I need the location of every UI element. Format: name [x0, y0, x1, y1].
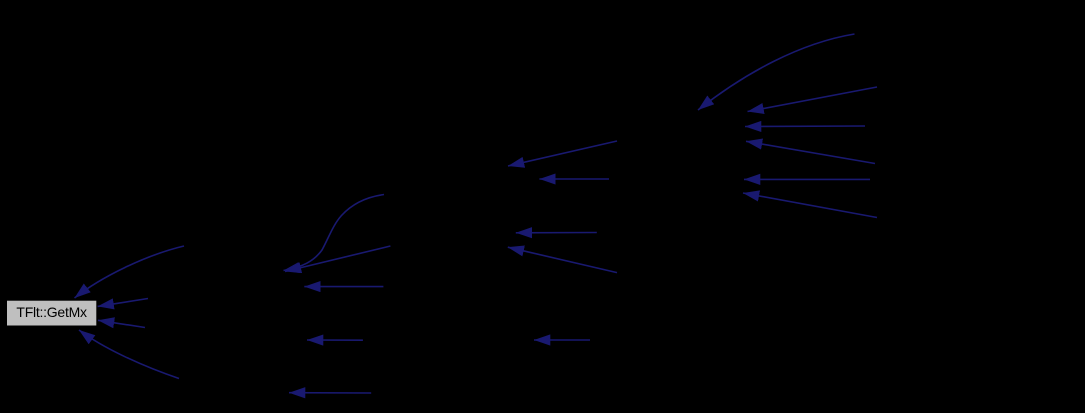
svg-text:TFlt::GetMx: TFlt::GetMx — [16, 304, 87, 320]
